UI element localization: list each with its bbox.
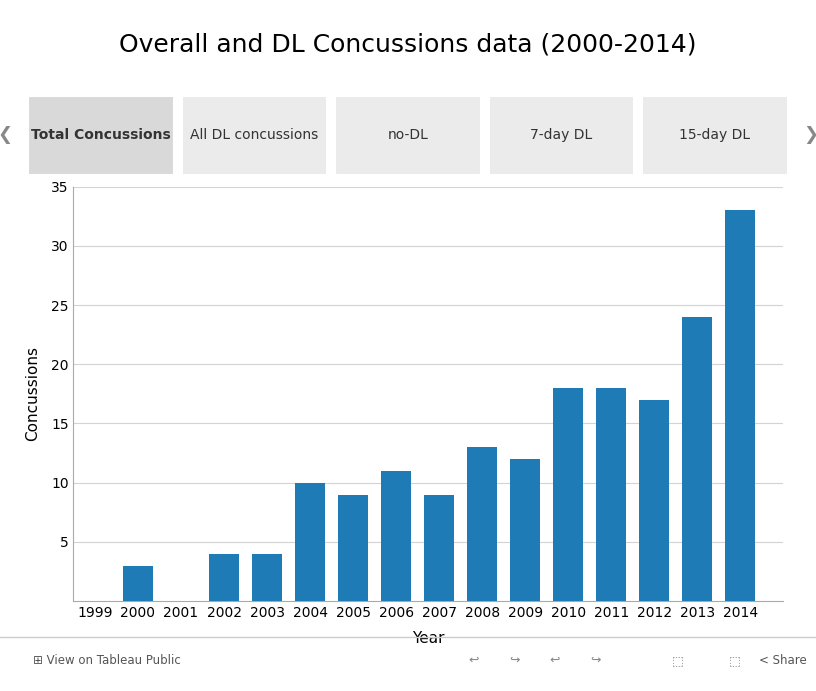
Bar <box>338 495 368 601</box>
Text: ❯: ❯ <box>803 126 816 144</box>
Bar <box>252 553 282 601</box>
X-axis label: Year: Year <box>412 631 445 646</box>
Text: ❮: ❮ <box>0 126 13 144</box>
Text: no-DL: no-DL <box>388 128 428 142</box>
Text: All DL concussions: All DL concussions <box>190 128 319 142</box>
Bar <box>553 388 583 601</box>
FancyBboxPatch shape <box>182 96 327 176</box>
Bar <box>424 495 455 601</box>
Text: ↪: ↪ <box>591 654 601 667</box>
Text: ↩: ↩ <box>550 654 560 667</box>
Bar <box>295 483 325 601</box>
Text: 7-day DL: 7-day DL <box>530 128 592 142</box>
Text: ↩: ↩ <box>468 654 478 667</box>
FancyBboxPatch shape <box>489 96 634 176</box>
Bar <box>639 400 669 601</box>
Text: Overall and DL Concussions data (2000-2014): Overall and DL Concussions data (2000-20… <box>119 33 697 57</box>
Text: ↪: ↪ <box>509 654 519 667</box>
Bar <box>510 459 540 601</box>
FancyBboxPatch shape <box>642 96 787 176</box>
Bar <box>682 317 712 601</box>
Bar <box>596 388 627 601</box>
Bar <box>467 447 497 601</box>
Bar <box>725 210 756 601</box>
Bar <box>123 566 153 601</box>
Y-axis label: Concussions: Concussions <box>24 346 40 442</box>
FancyBboxPatch shape <box>335 96 481 176</box>
Text: ⊞ View on Tableau Public: ⊞ View on Tableau Public <box>33 654 180 667</box>
Bar <box>381 471 411 601</box>
FancyBboxPatch shape <box>29 96 174 176</box>
Text: Total Concussions: Total Concussions <box>31 128 171 142</box>
Text: ⬚: ⬚ <box>729 654 740 667</box>
Text: ⬚: ⬚ <box>672 654 683 667</box>
Bar <box>209 553 239 601</box>
Text: < Share: < Share <box>760 654 807 667</box>
Text: 15-day DL: 15-day DL <box>679 128 751 142</box>
